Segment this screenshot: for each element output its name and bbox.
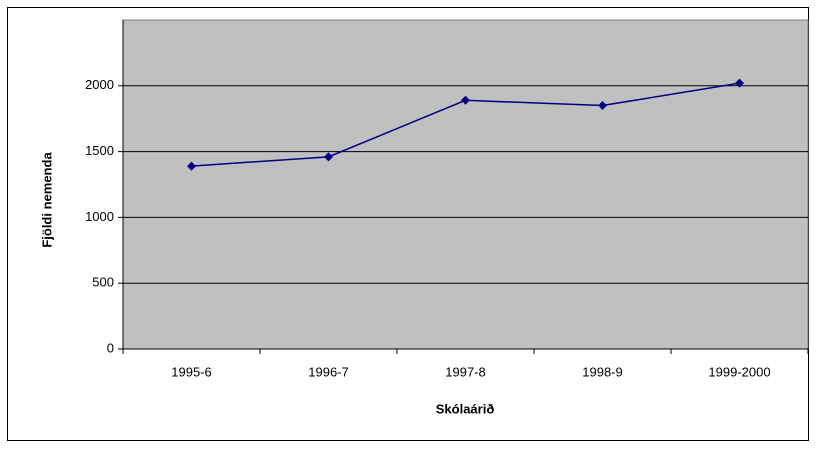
marker xyxy=(187,161,196,171)
y-tick-label: 2000 xyxy=(85,77,114,92)
y-tick-label: 1500 xyxy=(85,143,114,158)
x-tick-label: 1997-8 xyxy=(445,364,485,379)
marker xyxy=(461,95,470,105)
x-tick-label: 1999-2000 xyxy=(708,364,770,379)
x-tick-label: 1996-7 xyxy=(308,364,348,379)
x-tick-label: 1995-6 xyxy=(171,364,211,379)
marker xyxy=(598,101,607,111)
y-axis-title: Fjöldi nemenda xyxy=(39,152,54,248)
y-tick-label: 0 xyxy=(107,340,114,355)
x-tick-label: 1998-9 xyxy=(582,364,622,379)
y-tick-label: 1000 xyxy=(85,209,114,224)
x-axis-title: Skólaárið xyxy=(436,401,495,416)
plot-area xyxy=(122,19,809,350)
marker xyxy=(324,152,333,162)
y-tick-label: 500 xyxy=(92,275,114,290)
marker xyxy=(735,78,744,88)
